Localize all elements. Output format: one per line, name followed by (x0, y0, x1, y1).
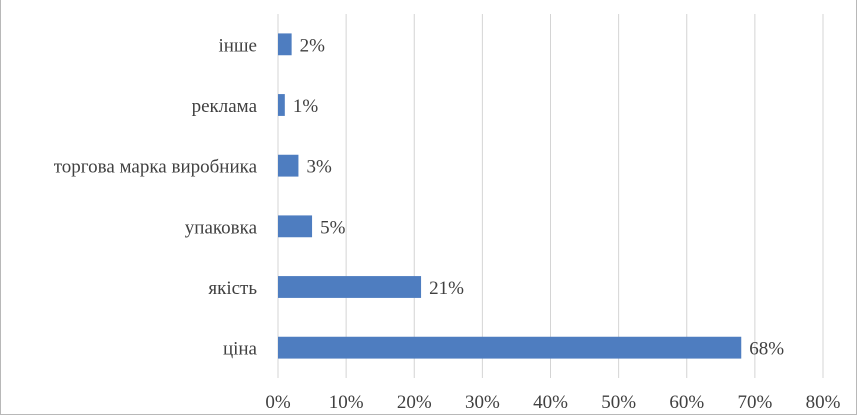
category-label: якість (208, 278, 257, 299)
data-label: 1% (293, 96, 319, 117)
x-tick-label: 50% (601, 392, 636, 413)
data-label: 3% (306, 157, 332, 178)
data-label: 2% (300, 35, 326, 56)
bar (278, 215, 313, 238)
bar (278, 33, 292, 56)
x-tick-label: 10% (329, 392, 364, 413)
category-label: торгова марка виробника (54, 157, 258, 178)
bar (278, 154, 299, 177)
data-label: 21% (429, 278, 464, 299)
category-labels: інше реклама торгова марка виробника упаков… (54, 35, 258, 359)
data-label: 68% (749, 339, 784, 360)
category-label: реклама (192, 96, 258, 117)
x-tick-label: 80% (806, 392, 841, 413)
x-tick-labels: 0% 10% 20% 30% 40% 50% 60% 70% 80% (265, 392, 840, 413)
category-label: упаковка (185, 217, 258, 238)
x-tick-label: 20% (397, 392, 432, 413)
bar (278, 94, 285, 116)
x-tick-label: 0% (265, 392, 291, 413)
bars (278, 33, 742, 359)
data-label: 5% (320, 217, 346, 238)
category-label: інше (218, 35, 257, 56)
x-tick-label: 30% (465, 392, 500, 413)
category-label: ціна (223, 339, 258, 360)
x-tick-label: 40% (533, 392, 568, 413)
x-tick-label: 60% (669, 392, 704, 413)
x-tick-label: 70% (737, 392, 772, 413)
bar (278, 276, 422, 298)
data-labels: 2% 1% 3% 5% 21% 68% (293, 35, 784, 359)
gridlines (277, 14, 824, 378)
bar (278, 336, 742, 359)
